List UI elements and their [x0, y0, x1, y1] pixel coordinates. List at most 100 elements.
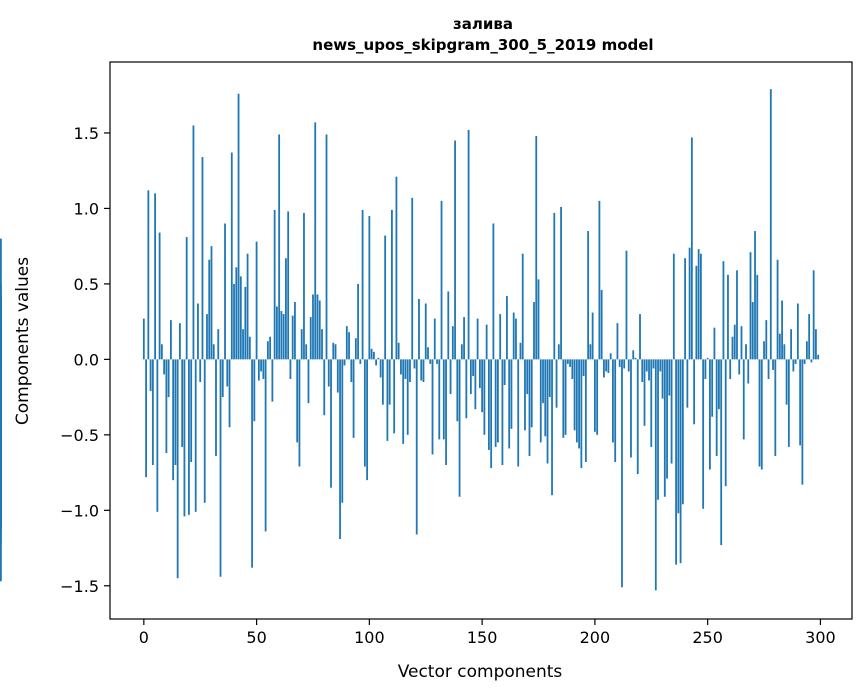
bar-261 [731, 336, 734, 360]
bar-188 [566, 359, 569, 364]
bar-21 [190, 359, 193, 463]
bar-293 [803, 359, 806, 364]
bar-66 [291, 315, 294, 360]
bar-54 [264, 359, 267, 532]
bar-203 [600, 289, 603, 360]
bar-223 [645, 359, 648, 372]
bar-91 [348, 332, 350, 360]
bar-163 [510, 359, 513, 429]
bar-259 [727, 274, 729, 360]
bar-196 [584, 359, 587, 463]
bar-239 [681, 359, 684, 505]
bar-71 [303, 212, 305, 360]
chart-title: залива [453, 15, 513, 33]
bar-89 [343, 359, 346, 366]
bar-272 [756, 274, 759, 360]
bar-282 [778, 333, 781, 360]
chart-subtitle: news_upos_skipgram_300_5_2019 model [312, 36, 653, 54]
bar-171 [528, 359, 531, 456]
bar-94 [354, 338, 357, 360]
bar-187 [564, 359, 567, 435]
bar-14 [174, 359, 177, 466]
bar-123 [420, 359, 423, 381]
bar-108 [386, 359, 389, 441]
bar-193 [578, 359, 580, 449]
bar-0 [142, 318, 145, 360]
bar-47 [248, 336, 251, 360]
bar-218 [634, 357, 637, 360]
bar-63 [285, 258, 287, 360]
bar-242 [688, 247, 691, 360]
bar-92 [350, 359, 353, 383]
bar-3 [149, 359, 152, 392]
bar-190 [571, 359, 574, 379]
bar-148 [476, 318, 479, 360]
bar-170 [526, 359, 529, 395]
bar-138 [454, 140, 456, 360]
bar-81 [325, 134, 328, 360]
bar-217 [632, 350, 635, 360]
bar-95 [357, 283, 359, 360]
bar-26 [201, 157, 204, 360]
bar-269 [749, 252, 752, 360]
x-tick-label-0: 0 [139, 628, 149, 647]
bar-102 [372, 351, 375, 360]
bar-252 [711, 359, 714, 417]
bar-132 [440, 200, 443, 360]
bar-294 [805, 341, 808, 360]
bar-287 [790, 329, 792, 360]
bar-262 [733, 324, 736, 360]
bar-210 [616, 323, 619, 360]
y-tick-label-1: 1.0 [74, 199, 99, 218]
bar-79 [321, 329, 323, 360]
bar-57 [271, 359, 274, 402]
bar-273 [758, 359, 761, 467]
bar-78 [318, 300, 321, 360]
bar-200 [593, 359, 596, 432]
bar-61 [280, 311, 283, 360]
bar-274 [760, 359, 763, 470]
bar-7 [158, 232, 161, 360]
bar-83 [330, 359, 332, 488]
bar-52 [260, 359, 262, 372]
bar-227 [654, 359, 657, 591]
bar-194 [580, 359, 583, 469]
bar-107 [384, 235, 387, 360]
bar-164 [512, 312, 515, 360]
bar-257 [722, 261, 725, 360]
bar-145 [469, 359, 472, 395]
bar-87 [339, 359, 341, 539]
bar-153 [487, 359, 490, 450]
bar-76 [314, 122, 317, 360]
bar-11 [167, 359, 170, 398]
bar-113 [397, 342, 400, 360]
bar-232 [666, 359, 668, 479]
bar-40 [233, 283, 235, 360]
x-tick-label-250: 250 [692, 628, 723, 647]
bar-45 [244, 286, 247, 360]
bar-281 [776, 259, 779, 360]
bar-296 [810, 359, 813, 363]
bar-undefined [0, 238, 2, 360]
bar-127 [429, 359, 432, 364]
bar-77 [316, 294, 319, 360]
y-tick-label-0.5: 0.5 [74, 275, 99, 294]
bar-283 [781, 300, 783, 360]
bar-233 [668, 359, 671, 396]
bar-226 [652, 359, 655, 369]
bar-213 [623, 359, 626, 369]
x-tick-label-300: 300 [805, 628, 836, 647]
bar-236 [675, 359, 677, 565]
bar-139 [456, 359, 459, 422]
bar-80 [323, 359, 326, 416]
bar-13 [172, 359, 175, 481]
bar-158 [499, 314, 502, 360]
bar-165 [515, 318, 517, 360]
bar-189 [569, 359, 571, 367]
bar-98 [363, 359, 366, 467]
bar-207 [609, 353, 612, 360]
bar-25 [199, 359, 202, 383]
bar-295 [808, 314, 811, 360]
bar-214 [625, 250, 628, 360]
bar-35 [221, 359, 224, 398]
